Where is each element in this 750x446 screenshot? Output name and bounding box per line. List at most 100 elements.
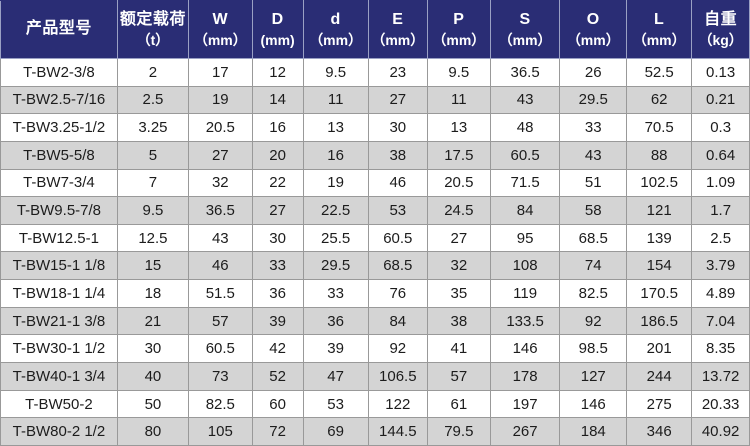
value-cell: 12.5 [116,223,189,253]
header-label: S [519,10,531,28]
value-cell: 8.35 [691,334,750,364]
column-header-L: L （mm） [626,0,693,59]
table-row: T-BW2.5-7/16 2.5 19 14 11 27 11 43 29.5 62 0.21 [0,85,750,115]
value-cell: 0.21 [691,85,750,115]
value-cell: 69 [302,417,369,446]
value-cell: 244 [626,362,693,391]
model-cell: T-BW80-2 1/2 [0,417,118,446]
value-cell: 52.5 [626,58,693,87]
value-cell: 46 [367,168,428,198]
value-cell: 139 [626,223,693,253]
header-unit: （mm） [309,31,363,48]
value-cell: 53 [367,196,428,225]
header-unit: （t） [136,31,170,48]
value-cell: 13.72 [691,362,750,391]
value-cell: 20.33 [691,389,750,419]
header-label: E [392,10,404,28]
value-cell: 186.5 [626,306,693,336]
table-row: T-BW30-1 1/2 30 60.5 42 39 92 41 146 98.5 201 8.35 [0,334,750,364]
value-cell: 42 [251,334,304,364]
value-cell: 9.5 [426,58,491,87]
value-cell: 2.5 [116,85,189,115]
column-header-E: E （mm） [367,0,428,59]
table-row: T-BW80-2 1/2 80 105 72 69 144.5 79.5 267 184 346 4… [0,417,750,446]
value-cell: 106.5 [367,362,428,391]
value-cell: 3.79 [691,251,750,281]
value-cell: 70.5 [626,113,693,142]
value-cell: 23 [367,58,428,87]
column-header-model: 产品型号 [0,0,118,59]
table-row: T-BW5-5/8 5 27 20 16 38 17.5 60.5 43 88 0.64 [0,140,750,170]
value-cell: 57 [426,362,491,391]
value-cell: 20 [251,140,304,170]
value-cell: 52 [251,362,304,391]
value-cell: 108 [489,251,561,281]
value-cell: 2 [116,58,189,87]
value-cell: 9.5 [116,196,189,225]
value-cell: 51 [559,168,628,198]
value-cell: 33 [251,251,304,281]
value-cell: 16 [251,113,304,142]
model-cell: T-BW30-1 1/2 [0,334,118,364]
value-cell: 60.5 [187,334,253,364]
value-cell: 17.5 [426,140,491,170]
column-header-P: P （mm） [426,0,491,59]
value-cell: 92 [367,334,428,364]
value-cell: 12 [251,58,304,87]
column-header-D: D (mm) [251,0,304,59]
value-cell: 50 [116,389,189,419]
value-cell: 71.5 [489,168,561,198]
header-label: D [271,10,284,28]
value-cell: 0.13 [691,58,750,87]
value-cell: 39 [302,334,369,364]
value-cell: 121 [626,196,693,225]
value-cell: 33 [559,113,628,142]
value-cell: 26 [559,58,628,87]
column-header-d: d （mm） [302,0,369,59]
value-cell: 133.5 [489,306,561,336]
value-cell: 13 [426,113,491,142]
value-cell: 19 [187,85,253,115]
header-unit: （mm） [566,31,620,48]
value-cell: 62 [626,85,693,115]
value-cell: 68.5 [367,251,428,281]
column-header-W: W （mm） [187,0,253,59]
value-cell: 9.5 [302,58,369,87]
value-cell: 82.5 [559,279,628,308]
header-label: d [330,10,341,28]
value-cell: 30 [251,223,304,253]
value-cell: 22.5 [302,196,369,225]
value-cell: 3.25 [116,113,189,142]
header-label: 产品型号 [25,20,92,38]
value-cell: 48 [489,113,561,142]
value-cell: 60 [251,389,304,419]
value-cell: 47 [302,362,369,391]
value-cell: 36 [251,279,304,308]
value-cell: 72 [251,417,304,446]
value-cell: 119 [489,279,561,308]
value-cell: 58 [559,196,628,225]
value-cell: 21 [116,306,189,336]
value-cell: 33 [302,279,369,308]
value-cell: 0.3 [691,113,750,142]
value-cell: 32 [426,251,491,281]
value-cell: 40 [116,362,189,391]
model-cell: T-BW21-1 3/8 [0,306,118,336]
value-cell: 43 [489,85,561,115]
model-cell: T-BW5-5/8 [0,140,118,170]
value-cell: 11 [302,85,369,115]
value-cell: 127 [559,362,628,391]
value-cell: 20.5 [426,168,491,198]
value-cell: 68.5 [559,223,628,253]
header-row: 产品型号 额定载荷 （t） W （mm） D (mm) d （mm） E （mm） P （mm） S （mm… [0,0,750,59]
value-cell: 122 [367,389,428,419]
value-cell: 57 [187,306,253,336]
value-cell: 4.89 [691,279,750,308]
value-cell: 15 [116,251,189,281]
table-row: T-BW15-1 1/8 15 46 33 29.5 68.5 32 108 74 154 3.79 [0,251,750,281]
value-cell: 22 [251,168,304,198]
value-cell: 79.5 [426,417,491,446]
model-cell: T-BW15-1 1/8 [0,251,118,281]
value-cell: 80 [116,417,189,446]
value-cell: 154 [626,251,693,281]
